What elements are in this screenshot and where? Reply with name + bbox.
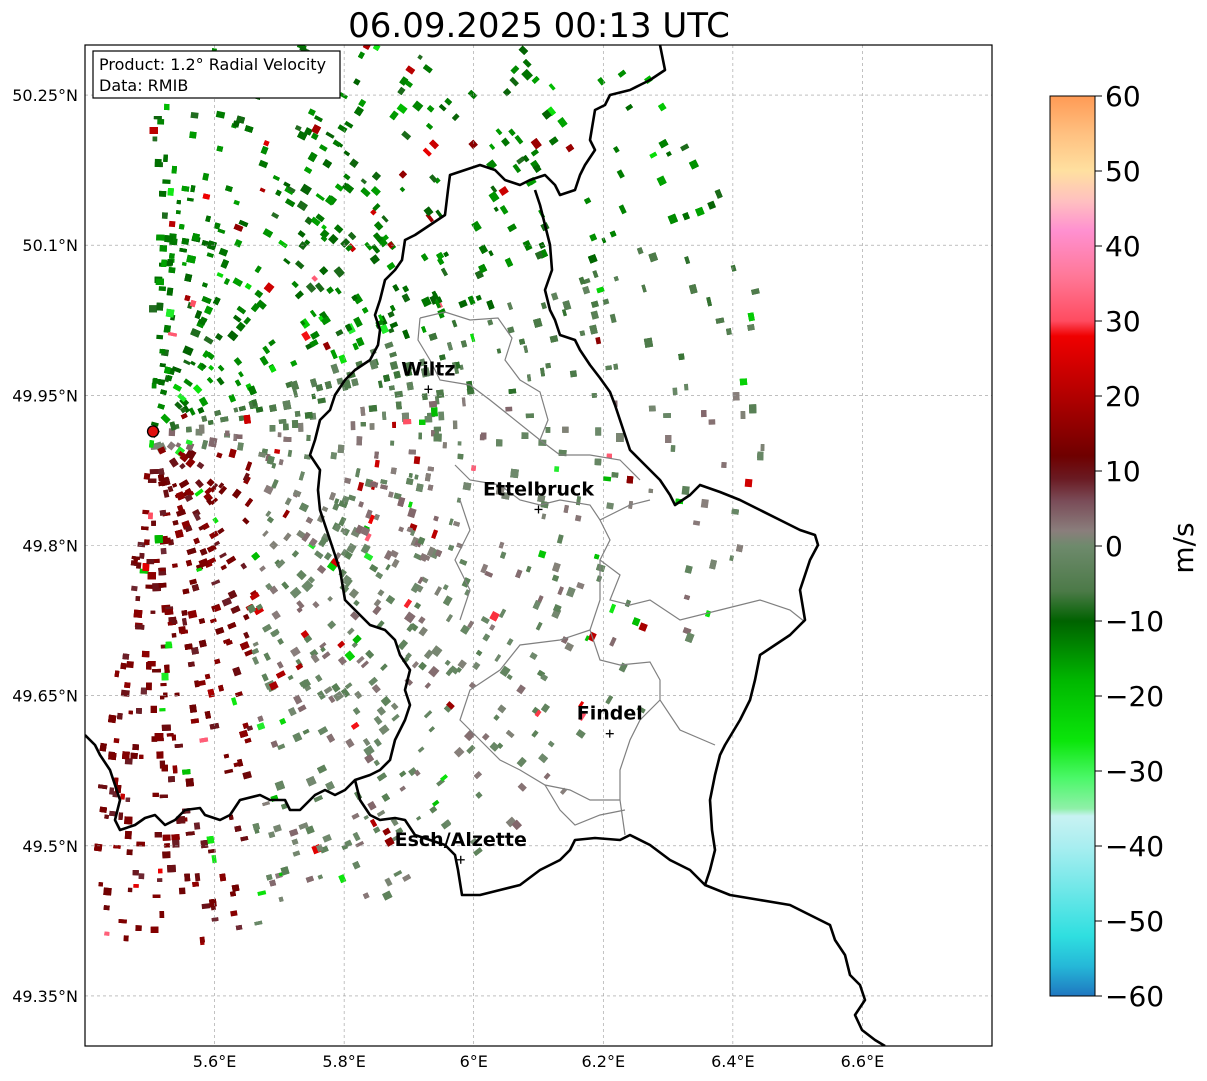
x-tick-label: 6.6°E: [841, 1052, 885, 1071]
y-tick-label: 49.35°N: [12, 987, 78, 1006]
colorbar-ticks: 60 50 40 30 20 10 0 −10 −20 −30 −40 −50 −60: [1095, 80, 1164, 1013]
colorbar-tick-label: −40: [1105, 830, 1164, 863]
map-title: 06.09.2025 00:13 UTC: [348, 6, 730, 46]
city-labels: Wiltz Ettelbruck Findel Esch/Alzette: [395, 358, 643, 864]
city-name-label: Wiltz: [401, 358, 455, 380]
colorbar-tick-label: −10: [1105, 605, 1164, 638]
y-tick-label: 49.8°N: [22, 537, 78, 556]
canton-borders: [417, 311, 806, 836]
y-tick-label: 50.25°N: [12, 86, 78, 105]
y-tick-label: 49.65°N: [12, 687, 78, 706]
canton-border-grevenmacher: [599, 519, 806, 623]
canton-border-luxembourg-east: [589, 560, 716, 746]
colorbar-tick-label: 50: [1105, 155, 1141, 188]
city-marker: Findel: [577, 703, 643, 738]
canton-border-redange: [454, 499, 471, 621]
luxembourg-belgium-border: [85, 45, 667, 832]
x-tick-label: 6.2°E: [582, 1052, 626, 1071]
canton-border-capellen: [459, 629, 620, 801]
colorbar: 60 50 40 30 20 10 0 −10 −20 −30 −40 −50 −60 m/s: [1049, 80, 1200, 1013]
city-marker: Ettelbruck: [483, 478, 594, 514]
city-name-label: Findel: [577, 703, 643, 725]
x-tick-label: 5.6°E: [193, 1052, 237, 1071]
luxembourg-germany-border: [353, 189, 820, 897]
colorbar-scale: [1049, 95, 1096, 997]
map-panel: Wiltz Ettelbruck Findel Esch/Alzette Produc…: [84, 44, 993, 1047]
city-marker: Wiltz: [401, 358, 455, 394]
canton-border-wiltz-diekirch: [417, 317, 541, 441]
x-tick-label: 6°E: [460, 1052, 488, 1071]
radar-site-marker: [146, 425, 160, 438]
colorbar-tick-label: 20: [1105, 380, 1141, 413]
colorbar-tick-label: −50: [1105, 905, 1164, 938]
y-tick-label: 49.95°N: [12, 386, 78, 405]
data-source-label: Data: RMIB: [99, 76, 188, 95]
map-frame: [84, 44, 993, 1047]
canton-border-vianden: [539, 439, 641, 481]
canton-border-remich: [619, 699, 661, 836]
x-axis-ticks: 5.6°E 5.8°E 6°E 6.2°E 6.4°E 6.6°E: [193, 1052, 884, 1071]
colorbar-tick-label: 40: [1105, 230, 1141, 263]
y-tick-label: 49.5°N: [22, 837, 78, 856]
info-box-frame: [92, 50, 341, 99]
city-name-label: Esch/Alzette: [395, 829, 527, 851]
x-tick-label: 5.8°E: [322, 1052, 366, 1071]
y-tick-label: 50.1°N: [22, 236, 78, 255]
colorbar-tick-label: 60: [1105, 80, 1141, 113]
canton-border-esch-east: [544, 784, 626, 826]
colorbar-tick-label: −30: [1105, 755, 1164, 788]
canton-border-mersch-north: [454, 464, 651, 521]
colorbar-tick-label: 10: [1105, 455, 1141, 488]
city-marker: Esch/Alzette: [395, 829, 527, 864]
country-borders: [85, 45, 886, 1046]
product-label: Product: 1.2° Radial Velocity: [99, 55, 326, 74]
colorbar-unit-label: m/s: [1167, 522, 1200, 573]
y-axis-ticks: 50.25°N 50.1°N 49.95°N 49.8°N 49.65°N 49.5°N 4…: [12, 86, 78, 1006]
city-name-label: Ettelbruck: [483, 478, 594, 500]
canton-border-wiltz-clervaux: [419, 311, 549, 441]
product-info-box: Product: 1.2° Radial Velocity Data: RMIB: [92, 50, 341, 99]
france-germany-border: [704, 883, 886, 1046]
colorbar-tick-label: 30: [1105, 305, 1141, 338]
radar-echo-layer: [93, 45, 765, 946]
colorbar-tick-label: −60: [1105, 980, 1164, 1013]
colorbar-tick-label: 0: [1105, 530, 1123, 563]
x-tick-label: 6.4°E: [711, 1052, 755, 1071]
colorbar-tick-label: −20: [1105, 680, 1164, 713]
